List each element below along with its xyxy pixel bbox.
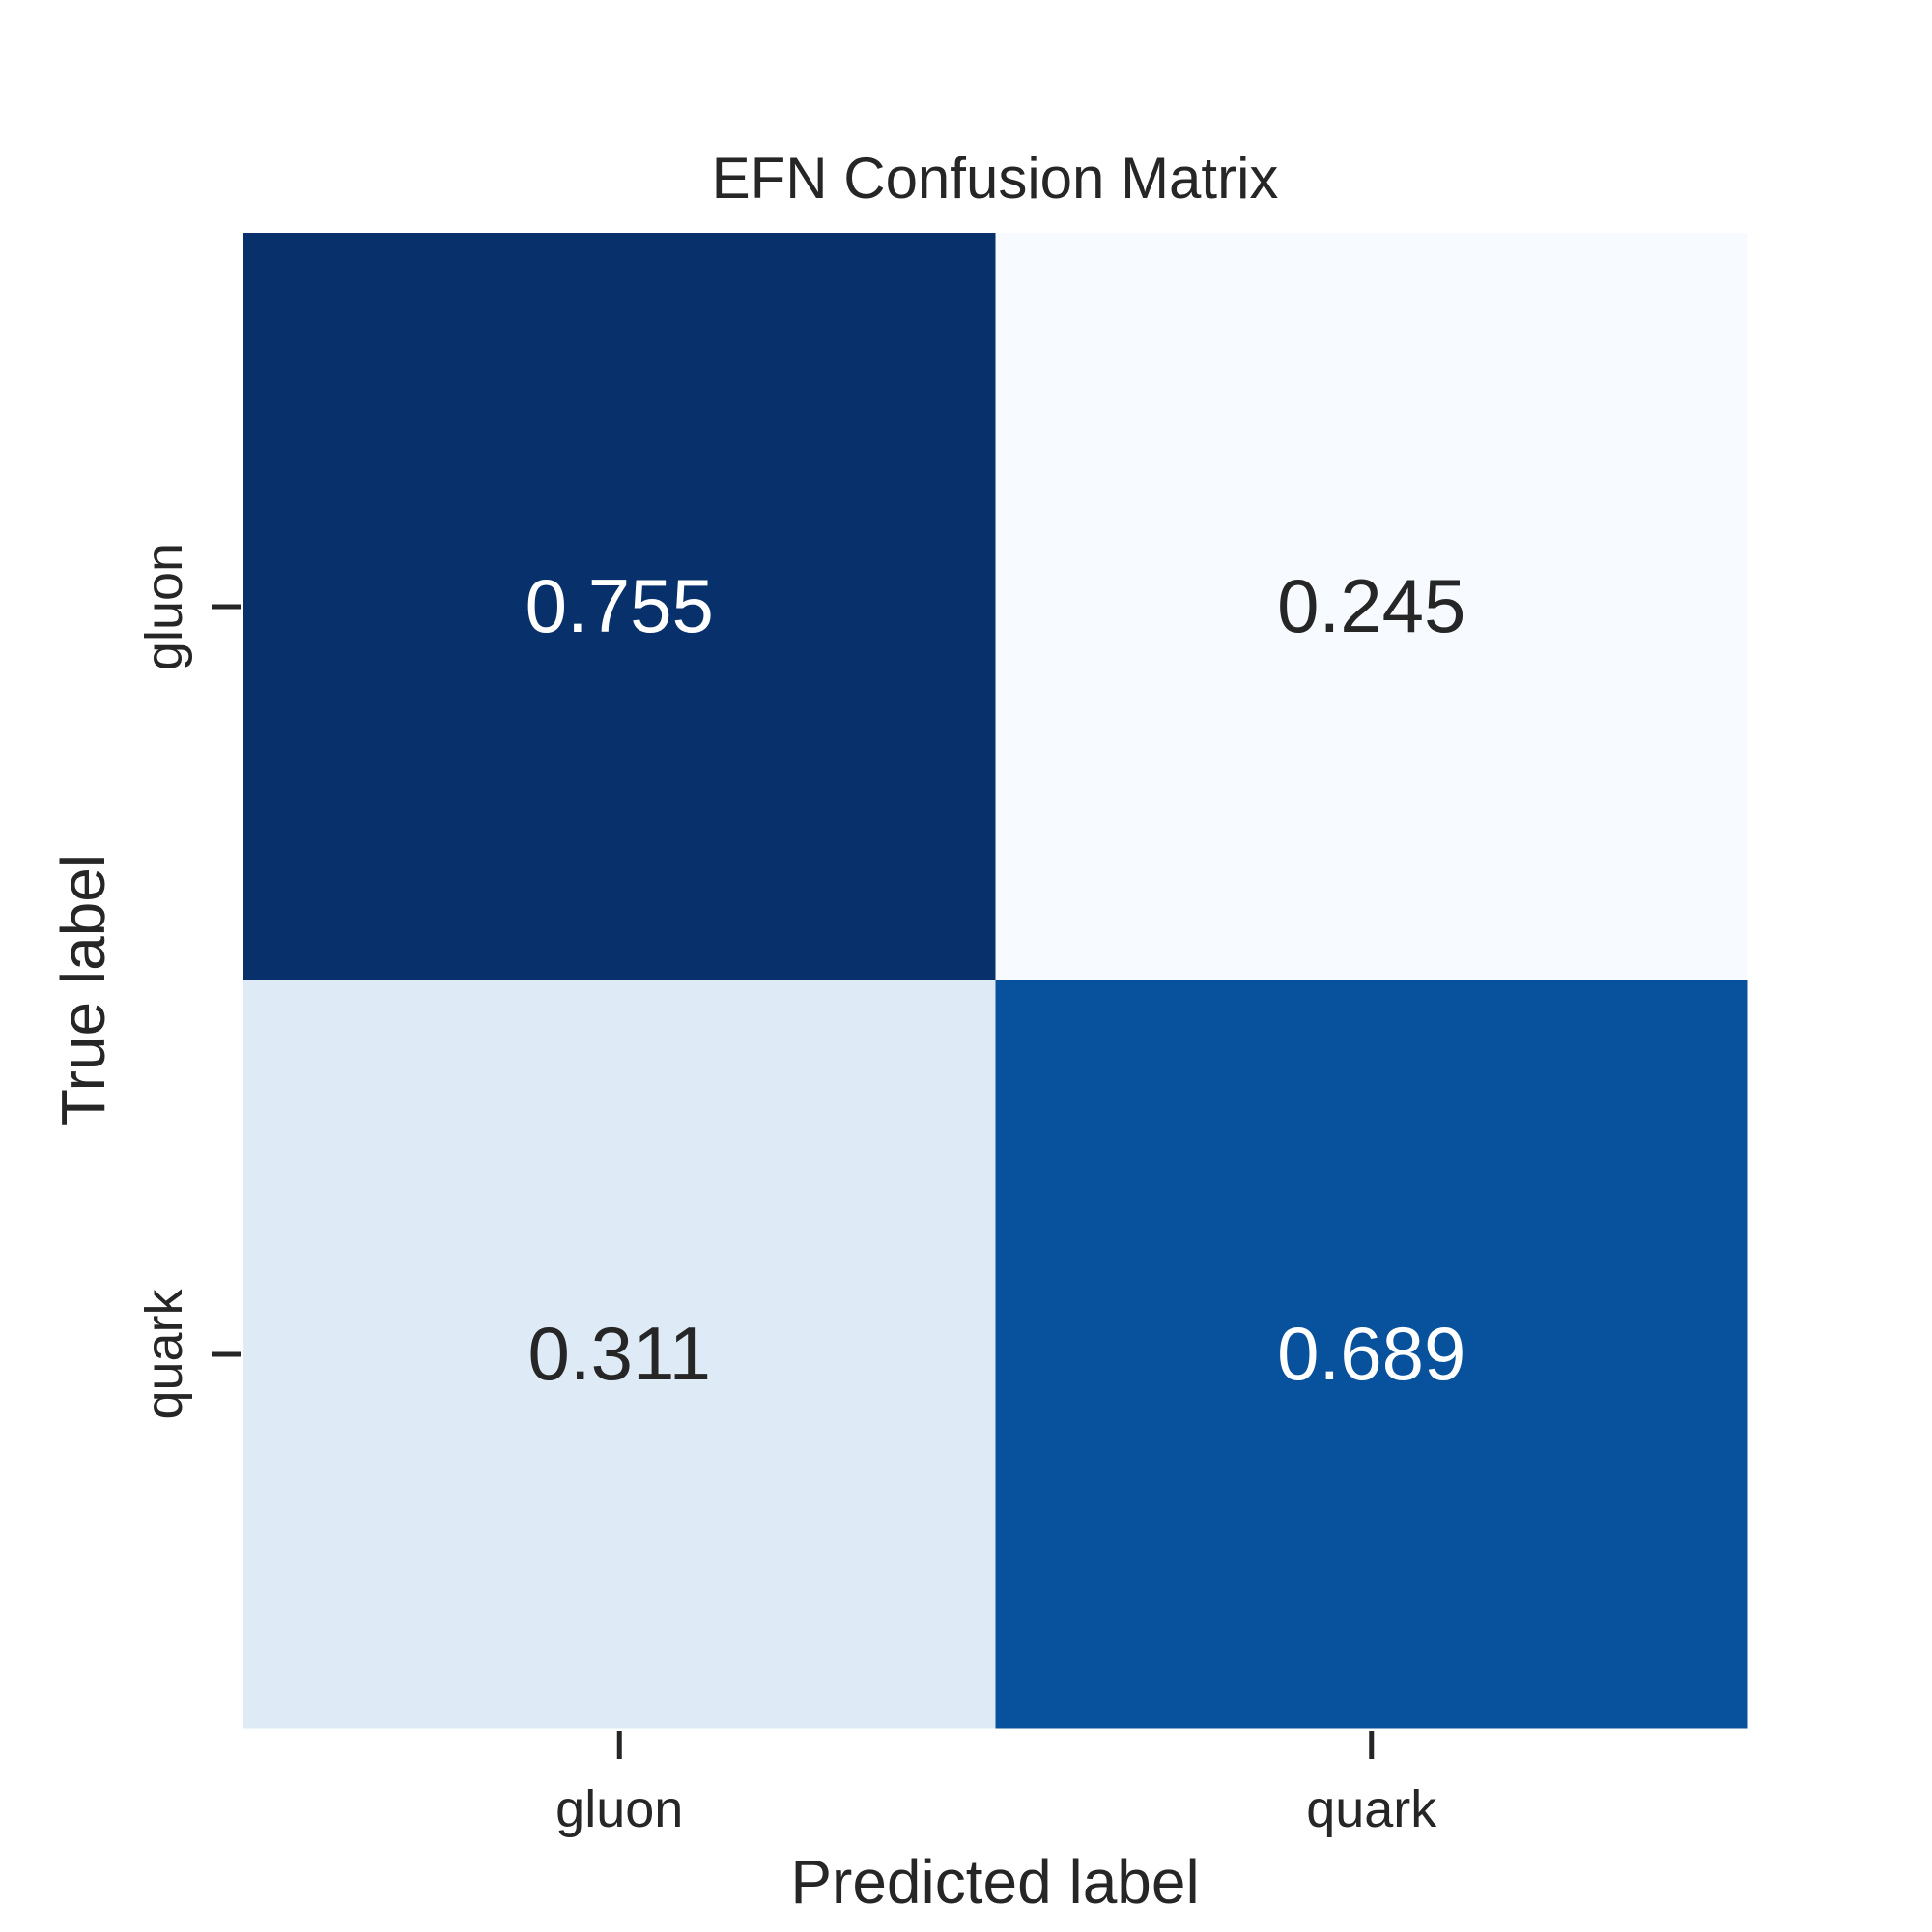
heatmap-cell-quark-quark <box>995 980 1748 1729</box>
x-tick-label: gluon <box>555 1780 683 1838</box>
cell-value-label: 0.311 <box>528 1311 711 1396</box>
x-axis: gluon quark <box>555 1731 1437 1838</box>
heatmap-cells <box>243 233 1748 1729</box>
cell-value-label: 0.755 <box>526 563 714 648</box>
chart-title: EFN Confusion Matrix <box>712 146 1279 211</box>
cell-value-label: 0.245 <box>1277 563 1465 648</box>
y-axis: gluon quark <box>135 543 241 1420</box>
y-tick-label: gluon <box>135 543 193 670</box>
y-tick-label: quark <box>135 1288 193 1419</box>
y-axis-label: True label <box>48 854 118 1126</box>
cell-value-label: 0.689 <box>1277 1311 1465 1396</box>
heatmap-cell-gluon-gluon <box>243 233 996 981</box>
heatmap-cell-quark-gluon <box>243 980 996 1729</box>
x-axis-label: Predicted label <box>790 1847 1199 1917</box>
heatmap-cell-gluon-quark <box>995 233 1748 981</box>
x-tick-label: quark <box>1306 1780 1437 1838</box>
cell-annotations: 0.755 0.245 0.311 0.689 <box>526 563 1466 1396</box>
